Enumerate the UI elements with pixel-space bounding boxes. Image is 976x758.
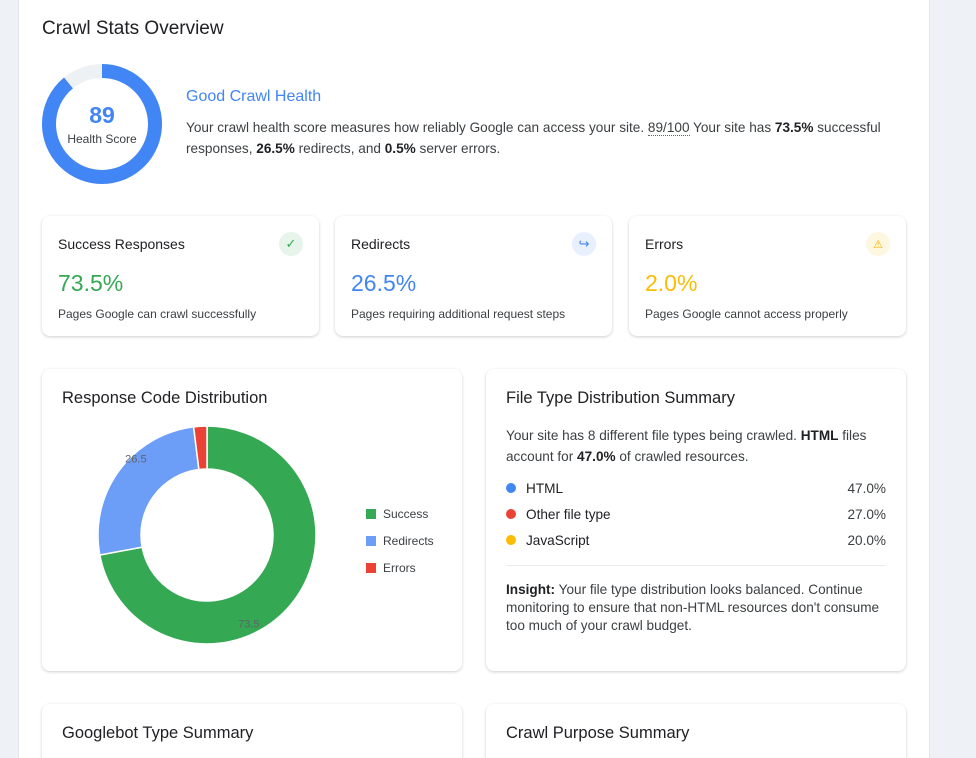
check-icon: ✓ — [279, 232, 303, 256]
insight-text: Insight: Your file type distribution loo… — [506, 582, 880, 633]
panel-title: Response Code Distribution — [62, 389, 268, 407]
stat-description: Pages Google can crawl successfully — [58, 307, 257, 321]
legend-swatch — [366, 535, 376, 546]
legend-item-redirects[interactable]: Redirects — [366, 527, 434, 554]
donut-slice-success[interactable] — [98, 425, 317, 645]
stat-title: Success Responses — [58, 236, 185, 252]
color-dot — [506, 535, 516, 545]
stat-value: 73.5% — [58, 270, 124, 296]
donut-slice-redirects[interactable] — [97, 425, 200, 556]
stat-description: Pages Google cannot access properly — [645, 307, 848, 321]
color-dot — [506, 509, 516, 519]
file-type-intro: Your site has 8 different file types bei… — [506, 428, 867, 464]
response-code-panel: Response Code Distribution 73.5 26.5 Succ… — [42, 369, 462, 671]
health-score: 89 — [89, 102, 115, 128]
page-title: Crawl Stats Overview — [42, 18, 224, 39]
list-item: Other file type 27.0% — [506, 501, 886, 527]
legend-swatch — [366, 508, 376, 519]
panel-title: File Type Distribution Summary — [506, 389, 735, 407]
score-tooltip-term[interactable]: 89/100 — [647, 120, 690, 136]
redirect-icon: ↪ — [572, 232, 596, 256]
data-label-success: 73.5 — [238, 618, 259, 630]
stat-card-success: Success Responses ✓ 73.5% Pages Google c… — [42, 216, 319, 336]
list-item: HTML 47.0% — [506, 475, 886, 501]
divider — [506, 565, 886, 566]
health-score-label: Health Score — [67, 132, 137, 146]
health-status-title: Good Crawl Health — [186, 88, 322, 105]
panel-title: Googlebot Type Summary — [62, 724, 254, 742]
stat-title: Errors — [645, 236, 684, 252]
crawl-purpose-panel: Crawl Purpose Summary — [486, 704, 906, 758]
stat-value: 26.5% — [351, 270, 417, 296]
list-item: JavaScript 20.0% — [506, 527, 886, 553]
health-description: Your crawl health score measures how rel… — [186, 120, 881, 156]
data-label-redirects: 26.5 — [125, 454, 146, 466]
legend-item-errors[interactable]: Errors — [366, 554, 434, 581]
stat-description: Pages requiring additional request steps — [351, 307, 566, 321]
stat-card-redirects: Redirects ↪ 26.5% Pages requiring additi… — [335, 216, 612, 336]
gauge-arc — [42, 64, 162, 184]
googlebot-type-panel: Googlebot Type Summary — [42, 704, 462, 758]
donut-slice-errors[interactable] — [192, 425, 208, 471]
file-type-panel: File Type Distribution Summary Your site… — [486, 369, 906, 671]
legend-item-success[interactable]: Success — [366, 500, 434, 527]
response-donut-chart: 73.5 26.5 — [97, 425, 317, 645]
stat-title: Redirects — [351, 236, 411, 252]
panel-title: Crawl Purpose Summary — [506, 724, 690, 742]
stat-value: 2.0% — [645, 270, 698, 296]
chart-legend: Success Redirects Errors — [366, 500, 434, 581]
file-type-list: HTML 47.0% Other file type 27.0% JavaScr… — [506, 475, 886, 553]
stat-card-errors: Errors ⚠ 2.0% Pages Google cannot access… — [629, 216, 906, 336]
warning-icon: ⚠ — [866, 232, 890, 256]
health-gauge-ring — [42, 64, 162, 184]
legend-swatch — [366, 562, 376, 573]
color-dot — [506, 483, 516, 493]
health-gauge: 89 Health Score — [42, 64, 162, 184]
